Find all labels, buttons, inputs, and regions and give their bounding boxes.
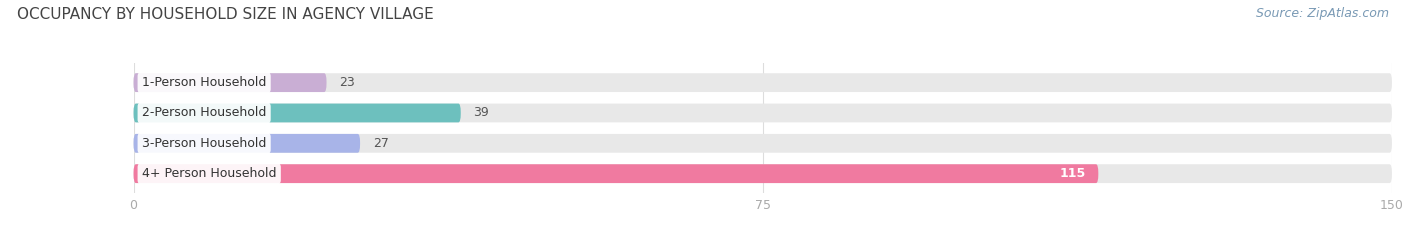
FancyBboxPatch shape [134, 73, 326, 92]
Text: 3-Person Household: 3-Person Household [142, 137, 266, 150]
Text: 1-Person Household: 1-Person Household [142, 76, 266, 89]
Text: 27: 27 [373, 137, 388, 150]
Text: 23: 23 [339, 76, 354, 89]
Text: 4+ Person Household: 4+ Person Household [142, 167, 277, 180]
FancyBboxPatch shape [134, 73, 1392, 92]
Text: OCCUPANCY BY HOUSEHOLD SIZE IN AGENCY VILLAGE: OCCUPANCY BY HOUSEHOLD SIZE IN AGENCY VI… [17, 7, 433, 22]
FancyBboxPatch shape [134, 134, 1392, 153]
FancyBboxPatch shape [134, 134, 360, 153]
FancyBboxPatch shape [134, 104, 461, 122]
Text: 39: 39 [474, 106, 489, 120]
Text: Source: ZipAtlas.com: Source: ZipAtlas.com [1256, 7, 1389, 20]
Text: 115: 115 [1060, 167, 1085, 180]
FancyBboxPatch shape [134, 104, 1392, 122]
Text: 2-Person Household: 2-Person Household [142, 106, 266, 120]
FancyBboxPatch shape [134, 164, 1392, 183]
FancyBboxPatch shape [134, 164, 1098, 183]
